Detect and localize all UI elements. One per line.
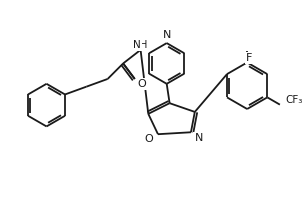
Text: N: N — [162, 30, 171, 40]
Text: N: N — [194, 133, 203, 143]
Text: N: N — [133, 40, 141, 50]
Text: O: O — [144, 134, 153, 144]
Text: F: F — [246, 53, 252, 63]
Text: CF₃: CF₃ — [286, 95, 302, 105]
Text: O: O — [137, 79, 146, 89]
Text: H: H — [140, 40, 147, 50]
